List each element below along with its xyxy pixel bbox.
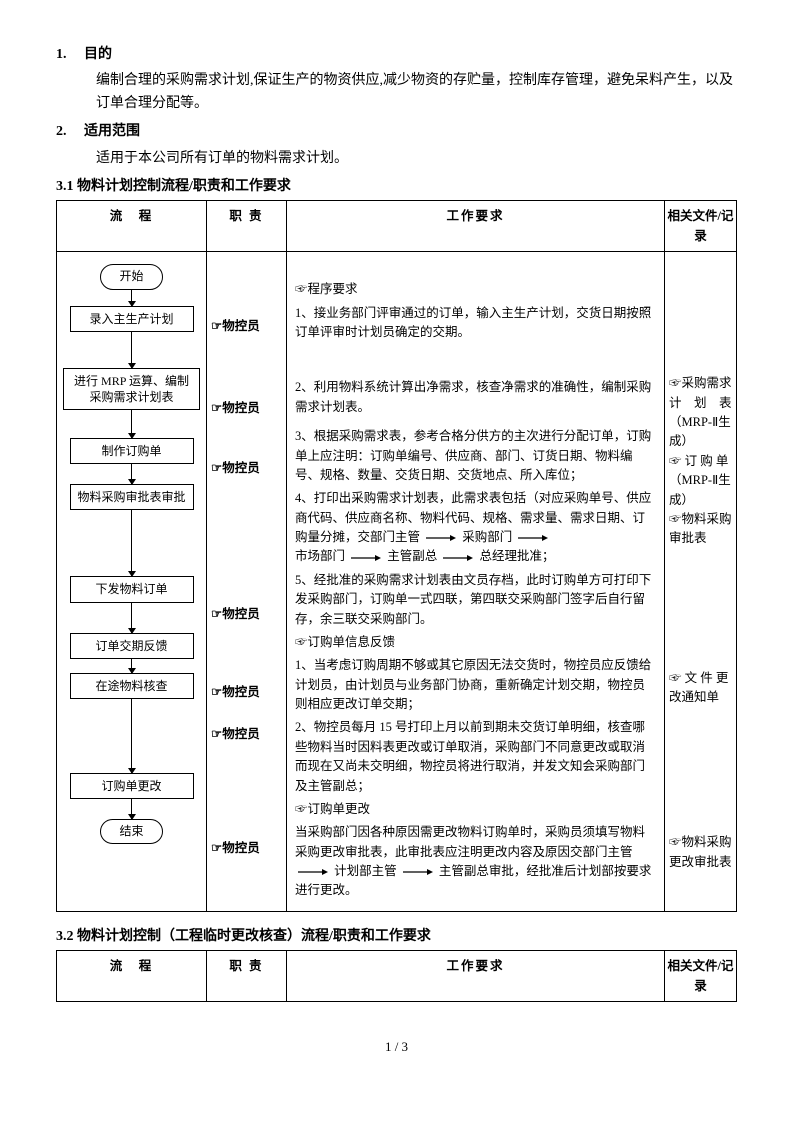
doc-2: ☞ 订 购 单（MRP-Ⅱ生成） [669, 452, 732, 510]
page-number: 1 / 3 [56, 1037, 737, 1058]
flow-node-8: 订购单更改 [70, 773, 194, 799]
flow-node-3: 制作订购单 [70, 438, 194, 464]
req-p7: 2、物控员每月 15 号打印上月以前到期未交货订单明细，核查哪些物料当时因料表更… [295, 718, 656, 796]
req-p2: 2、利用物料系统计算出净需求，核查净需求的准确性，编制采购需求计划表。 [295, 378, 656, 417]
resp-3: ☞物控员 [211, 458, 260, 478]
process-table-3-2: 流 程 职 责 工作要求 相关文件/记录 [56, 950, 737, 1002]
th-req-2: 工作要求 [287, 951, 665, 1002]
documents-cell: ☞采购需求计 划 表（MRP-Ⅱ生成） ☞ 订 购 单（MRP-Ⅱ生成） ☞物料… [665, 252, 737, 912]
arrow-right-icon [443, 554, 473, 562]
section-1-num: 1. [56, 47, 67, 62]
arrow-right-icon [426, 534, 456, 542]
arrow-right-icon [351, 554, 381, 562]
th-resp-2: 职 责 [207, 951, 287, 1002]
flow-arrow [131, 464, 132, 484]
arrow-right-icon [518, 534, 548, 542]
req-p1: 1、接业务部门评审通过的订单，输入主生产计划，交货日期按照订单评审时计划员确定的… [295, 304, 656, 343]
flow-node-5: 下发物料订单 [70, 576, 194, 602]
arrow-right-icon [298, 868, 328, 876]
th-doc: 相关文件/记录 [665, 201, 737, 252]
subsection-3-1: 3.1 物料计划控制流程/职责和工作要求 [56, 176, 737, 198]
th-req: 工作要求 [287, 201, 665, 252]
req-h1: ☞程序要求 [295, 280, 656, 299]
flow-node-2: 进行 MRP 运算、编制采购需求计划表 [63, 368, 200, 410]
resp-8: ☞物控员 [211, 838, 260, 858]
flow-arrow [131, 290, 132, 306]
resp-1: ☞物控员 [211, 316, 260, 336]
flow-arrow [131, 799, 132, 819]
doc-4: ☞ 文 件 更 改通知单 [669, 669, 732, 708]
section-2-title: 2. 适用范围 [56, 121, 737, 143]
section-1-label: 目的 [84, 47, 112, 62]
flowchart-cell: 开始 录入主生产计划 进行 MRP 运算、编制采购需求计划表 制作订购单 物料采… [57, 252, 207, 912]
th-flow-2: 流 程 [57, 951, 207, 1002]
flowchart: 开始 录入主生产计划 进行 MRP 运算、编制采购需求计划表 制作订购单 物料采… [63, 260, 200, 844]
req-h3: ☞订购单更改 [295, 800, 656, 819]
section-1-title: 1. 目的 [56, 44, 737, 66]
req-p6: 1、当考虑订购周期不够或其它原因无法交货时，物控员应反馈给计划员，由计划员与业务… [295, 656, 656, 714]
flow-arrow [131, 510, 132, 576]
section-1-body: 编制合理的采购需求计划,保证生产的物资供应,减少物资的存贮量，控制库存管理，避免… [96, 70, 737, 115]
doc-1: ☞采购需求计 划 表（MRP-Ⅱ生成） [669, 374, 732, 452]
th-doc-2: 相关文件/记录 [665, 951, 737, 1002]
flow-arrow [131, 332, 132, 368]
req-p8: 当采购部门因各种原因需更改物料订购单时，采购员须填写物料采购更改审批表，此审批表… [295, 823, 656, 901]
resp-7: ☞物控员 [211, 724, 260, 744]
th-resp: 职 责 [207, 201, 287, 252]
subsection-3-2: 3.2 物料计划控制（工程临时更改核查）流程/职责和工作要求 [56, 926, 737, 948]
req-p5: 5、经批准的采购需求计划表由文员存档，此时订购单方可打印下发采购部门，订购单一式… [295, 571, 656, 629]
requirements-cell: ☞程序要求 1、接业务部门评审通过的订单，输入主生产计划，交货日期按照订单评审时… [287, 252, 665, 912]
process-table-3-1: 流 程 职 责 工作要求 相关文件/记录 开始 录入主生产计划 进行 MRP 运… [56, 200, 737, 912]
resp-2: ☞物控员 [211, 398, 260, 418]
flow-arrow [131, 699, 132, 773]
resp-6: ☞物控员 [211, 682, 260, 702]
section-2-label: 适用范围 [84, 124, 140, 139]
flow-start: 开始 [100, 264, 162, 289]
resp-5: ☞物控员 [211, 604, 260, 624]
flow-arrow [131, 410, 132, 438]
flow-arrow [131, 659, 132, 673]
flow-node-6: 订单交期反馈 [70, 633, 194, 659]
section-2-num: 2. [56, 124, 67, 139]
flow-end: 结束 [100, 819, 162, 844]
flow-node-7: 在途物料核查 [70, 673, 194, 699]
req-p3: 3、根据采购需求表，参考合格分供方的主次进行分配订单，订购单上应注明：订购单编号… [295, 427, 656, 485]
flow-arrow [131, 603, 132, 633]
section-2-body: 适用于本公司所有订单的物料需求计划。 [96, 148, 737, 170]
flow-node-4: 物料采购审批表审批 [70, 484, 194, 510]
req-h2: ☞订购单信息反馈 [295, 633, 656, 652]
flow-node-1: 录入主生产计划 [70, 306, 194, 332]
req-p4: 4、打印出采购需求计划表，此需求表包括（对应采购单号、供应商代码、供应商名称、物… [295, 489, 656, 567]
responsibility-cell: ☞物控员 ☞物控员 ☞物控员 ☞物控员 ☞物控员 ☞物控员 ☞物控员 [207, 252, 287, 912]
th-flow: 流 程 [57, 201, 207, 252]
doc-5: ☞物料采购更改审批表 [669, 833, 732, 872]
arrow-right-icon [403, 868, 433, 876]
doc-3: ☞物料采购审批表 [669, 510, 732, 549]
